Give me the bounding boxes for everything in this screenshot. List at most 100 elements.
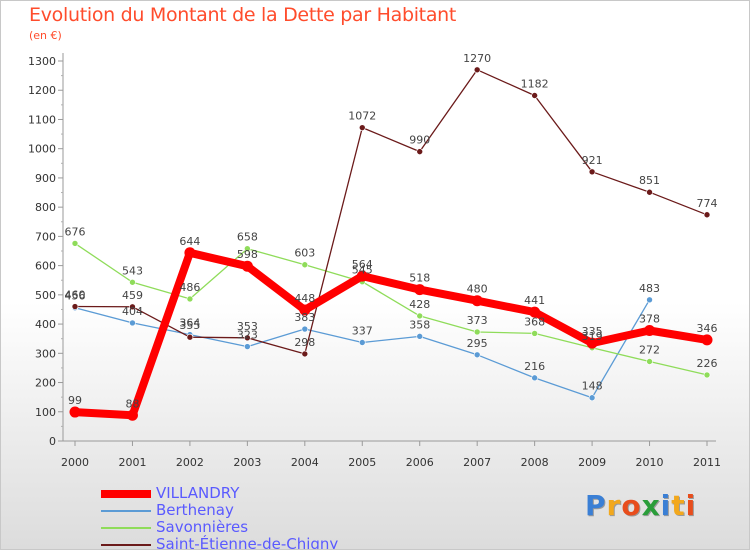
series-line-saint-étienne-de-chigny: [74, 69, 708, 355]
data-point: [531, 374, 538, 382]
data-point: [703, 211, 711, 219]
y-tick-label: 1300: [28, 55, 56, 68]
y-tick-label: 300: [35, 347, 56, 360]
data-point: [299, 304, 311, 316]
data-label: 383: [294, 311, 315, 324]
x-tick-label: 2008: [521, 456, 549, 469]
x-tick-label: 2001: [118, 456, 146, 469]
data-label: 543: [122, 264, 143, 277]
x-tick-label: 2006: [406, 456, 434, 469]
data-label: 676: [65, 225, 86, 238]
series-line-savonnières: [74, 242, 708, 376]
data-label: 355: [179, 319, 200, 332]
y-tick-label: 100: [35, 406, 56, 419]
data-label: 460: [65, 289, 86, 302]
data-label: 368: [524, 315, 545, 328]
data-label: 346: [697, 322, 718, 335]
data-point: [244, 343, 251, 350]
data-label: 428: [409, 298, 430, 311]
chart-unit: (en €): [29, 29, 62, 42]
y-tick-label: 200: [35, 377, 56, 390]
data-point: [473, 66, 481, 74]
data-point: [356, 270, 368, 282]
legend-item: Savonnières: [101, 519, 338, 536]
data-label: 644: [179, 235, 200, 248]
data-label: 448: [294, 292, 315, 305]
legend-swatch: [101, 509, 151, 512]
data-point: [531, 330, 538, 337]
data-label: 295: [467, 337, 488, 350]
data-label: 319: [582, 330, 603, 343]
data-label: 603: [294, 247, 315, 260]
data-label: 1182: [521, 77, 549, 90]
data-point: [473, 351, 481, 359]
x-tick-label: 2010: [636, 456, 664, 469]
data-label: 486: [179, 281, 200, 294]
data-point: [646, 188, 653, 196]
data-point: [531, 92, 538, 99]
data-point: [414, 284, 426, 296]
data-point: [71, 303, 79, 310]
data-point: [703, 371, 711, 379]
data-label: 404: [122, 305, 143, 318]
y-tick-label: 900: [35, 172, 56, 185]
data-point: [71, 240, 79, 247]
data-label: 658: [237, 231, 258, 244]
data-label: 774: [697, 197, 718, 210]
data-label: 364: [179, 317, 200, 330]
data-point: [129, 319, 136, 327]
data-point: [129, 278, 136, 286]
data-label: 459: [122, 289, 143, 302]
data-point: [186, 333, 194, 341]
x-tick-label: 2007: [463, 456, 491, 469]
series-line-villandry: [71, 248, 711, 420]
x-tick-label: 2009: [578, 456, 606, 469]
data-point: [129, 303, 136, 311]
data-label: 226: [697, 357, 718, 370]
data-label: 88: [125, 397, 139, 410]
data-label: 456: [65, 290, 86, 303]
proxiti-logo: Proxiti: [585, 489, 697, 522]
data-point: [646, 358, 653, 365]
data-label: 480: [467, 283, 488, 296]
data-label: 216: [524, 360, 545, 373]
data-point: [529, 306, 541, 318]
data-label: 148: [582, 380, 603, 393]
legend-swatch: [101, 543, 151, 546]
data-point: [588, 168, 596, 176]
data-point: [416, 148, 424, 155]
data-point: [126, 409, 138, 421]
chart-title: Evolution du Montant de la Dette par Hab…: [29, 4, 457, 26]
data-label: 335: [582, 325, 603, 338]
data-point: [473, 328, 481, 336]
y-tick-label: 1100: [28, 113, 56, 126]
data-label: 272: [639, 343, 660, 356]
data-label: 337: [352, 324, 373, 337]
legend-label: Berthenay: [156, 501, 234, 519]
data-label: 298: [294, 336, 315, 349]
data-point: [701, 334, 713, 346]
data-label: 1270: [463, 52, 491, 65]
data-point: [301, 261, 309, 269]
x-tick-label: 2002: [176, 456, 204, 469]
y-tick-label: 400: [35, 318, 56, 331]
data-point: [646, 296, 653, 304]
data-label: 373: [467, 314, 488, 327]
legend-swatch: [101, 526, 151, 529]
data-point: [416, 312, 424, 320]
data-point: [588, 394, 596, 402]
data-label: 921: [582, 154, 603, 167]
data-point: [184, 247, 196, 259]
data-point: [471, 295, 483, 307]
data-point: [416, 333, 424, 340]
legend-item: VILLANDRY: [101, 485, 338, 502]
data-label: 545: [352, 264, 373, 277]
data-label: 323: [237, 329, 258, 342]
x-tick-label: 2000: [61, 456, 89, 469]
y-tick-label: 500: [35, 289, 56, 302]
legend-item: Berthenay: [101, 502, 338, 519]
y-tick-label: 1200: [28, 84, 56, 97]
y-tick-label: 800: [35, 201, 56, 214]
